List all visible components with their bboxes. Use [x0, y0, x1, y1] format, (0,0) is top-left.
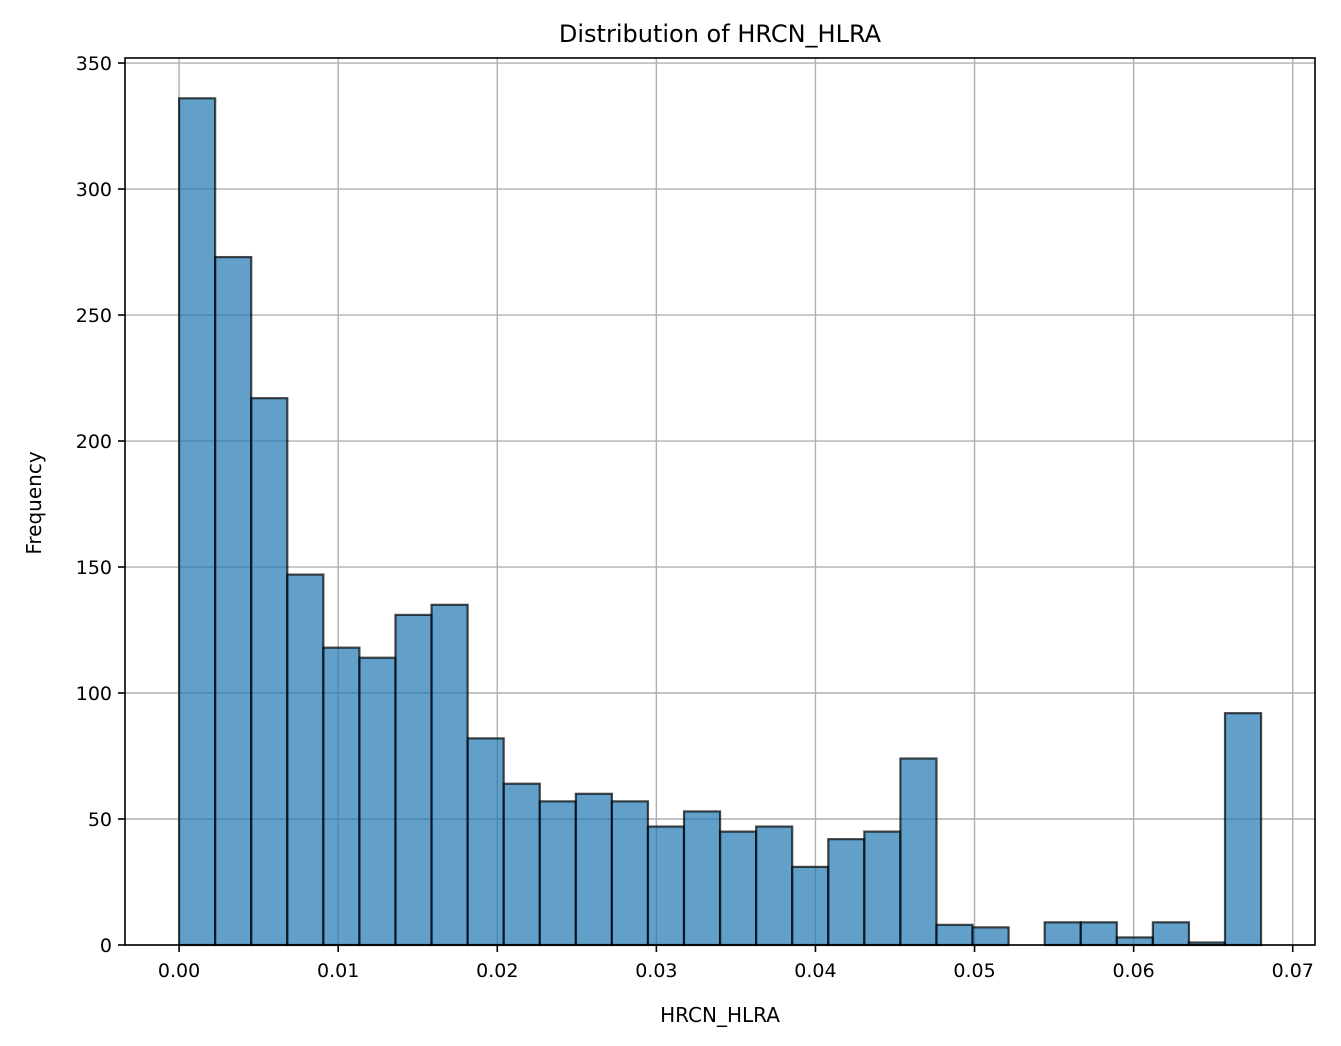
histogram-bar: [394, 613, 433, 947]
y-tick-label: 50: [88, 809, 112, 831]
y-tick-label: 0: [100, 935, 112, 957]
histogram-bar: [177, 97, 217, 947]
y-tick-label: 100: [76, 683, 112, 705]
histogram-bar: [1043, 921, 1082, 947]
histogram-bar: [1151, 921, 1191, 947]
histogram-bar: [286, 573, 325, 947]
chart-title: Distribution of HRCN_HLRA: [559, 20, 882, 48]
histogram-bar: [214, 255, 253, 947]
x-tick-label: 0.03: [635, 960, 677, 982]
histogram-bar: [827, 838, 866, 947]
histogram-bar: [755, 825, 794, 947]
y-axis-label: Frequency: [22, 451, 46, 554]
histogram-bar: [610, 800, 650, 947]
y-tick-label: 250: [76, 305, 112, 327]
x-axis-label: HRCN_HLRA: [660, 1003, 780, 1027]
histogram-bar: [538, 800, 577, 947]
x-tick-label: 0.02: [476, 960, 518, 982]
x-tick-label: 0.05: [953, 960, 995, 982]
histogram-bars: [177, 97, 1263, 947]
histogram-bar: [250, 397, 289, 947]
y-tick-label: 200: [76, 431, 112, 453]
y-tick-label: 350: [76, 53, 112, 75]
histogram-bar: [502, 782, 541, 947]
histogram-bar: [1223, 712, 1263, 947]
y-axis-ticks: 0 50 100 150 200 250 300 350: [76, 53, 125, 957]
histogram-bar: [322, 646, 361, 947]
x-tick-label: 0.06: [1112, 960, 1154, 982]
histogram-bar: [971, 926, 1010, 947]
histogram-bar: [1115, 936, 1154, 947]
histogram-bar: [430, 603, 469, 947]
plot-frame: [124, 57, 1316, 946]
y-tick-label: 300: [76, 179, 112, 201]
histogram-bar: [935, 923, 974, 947]
x-tick-label: 0.07: [1272, 960, 1314, 982]
histogram-bar: [863, 830, 902, 947]
histogram-bar: [358, 656, 397, 947]
histogram-bar: [682, 810, 722, 947]
x-tick-label: 0.00: [158, 960, 200, 982]
histogram-bar: [899, 757, 938, 947]
x-axis-ticks: 0.00 0.01 0.02 0.03 0.04 0.05 0.06 0.07: [158, 945, 1314, 982]
histogram-bar: [1079, 921, 1118, 947]
histogram-bar: [574, 792, 613, 947]
histogram-bar: [791, 865, 830, 947]
x-tick-label: 0.04: [794, 960, 836, 982]
histogram-bar: [466, 737, 505, 947]
histogram-bar: [718, 830, 758, 947]
y-tick-label: 150: [76, 557, 112, 579]
x-tick-label: 0.01: [317, 960, 359, 982]
histogram-bar: [646, 825, 686, 947]
